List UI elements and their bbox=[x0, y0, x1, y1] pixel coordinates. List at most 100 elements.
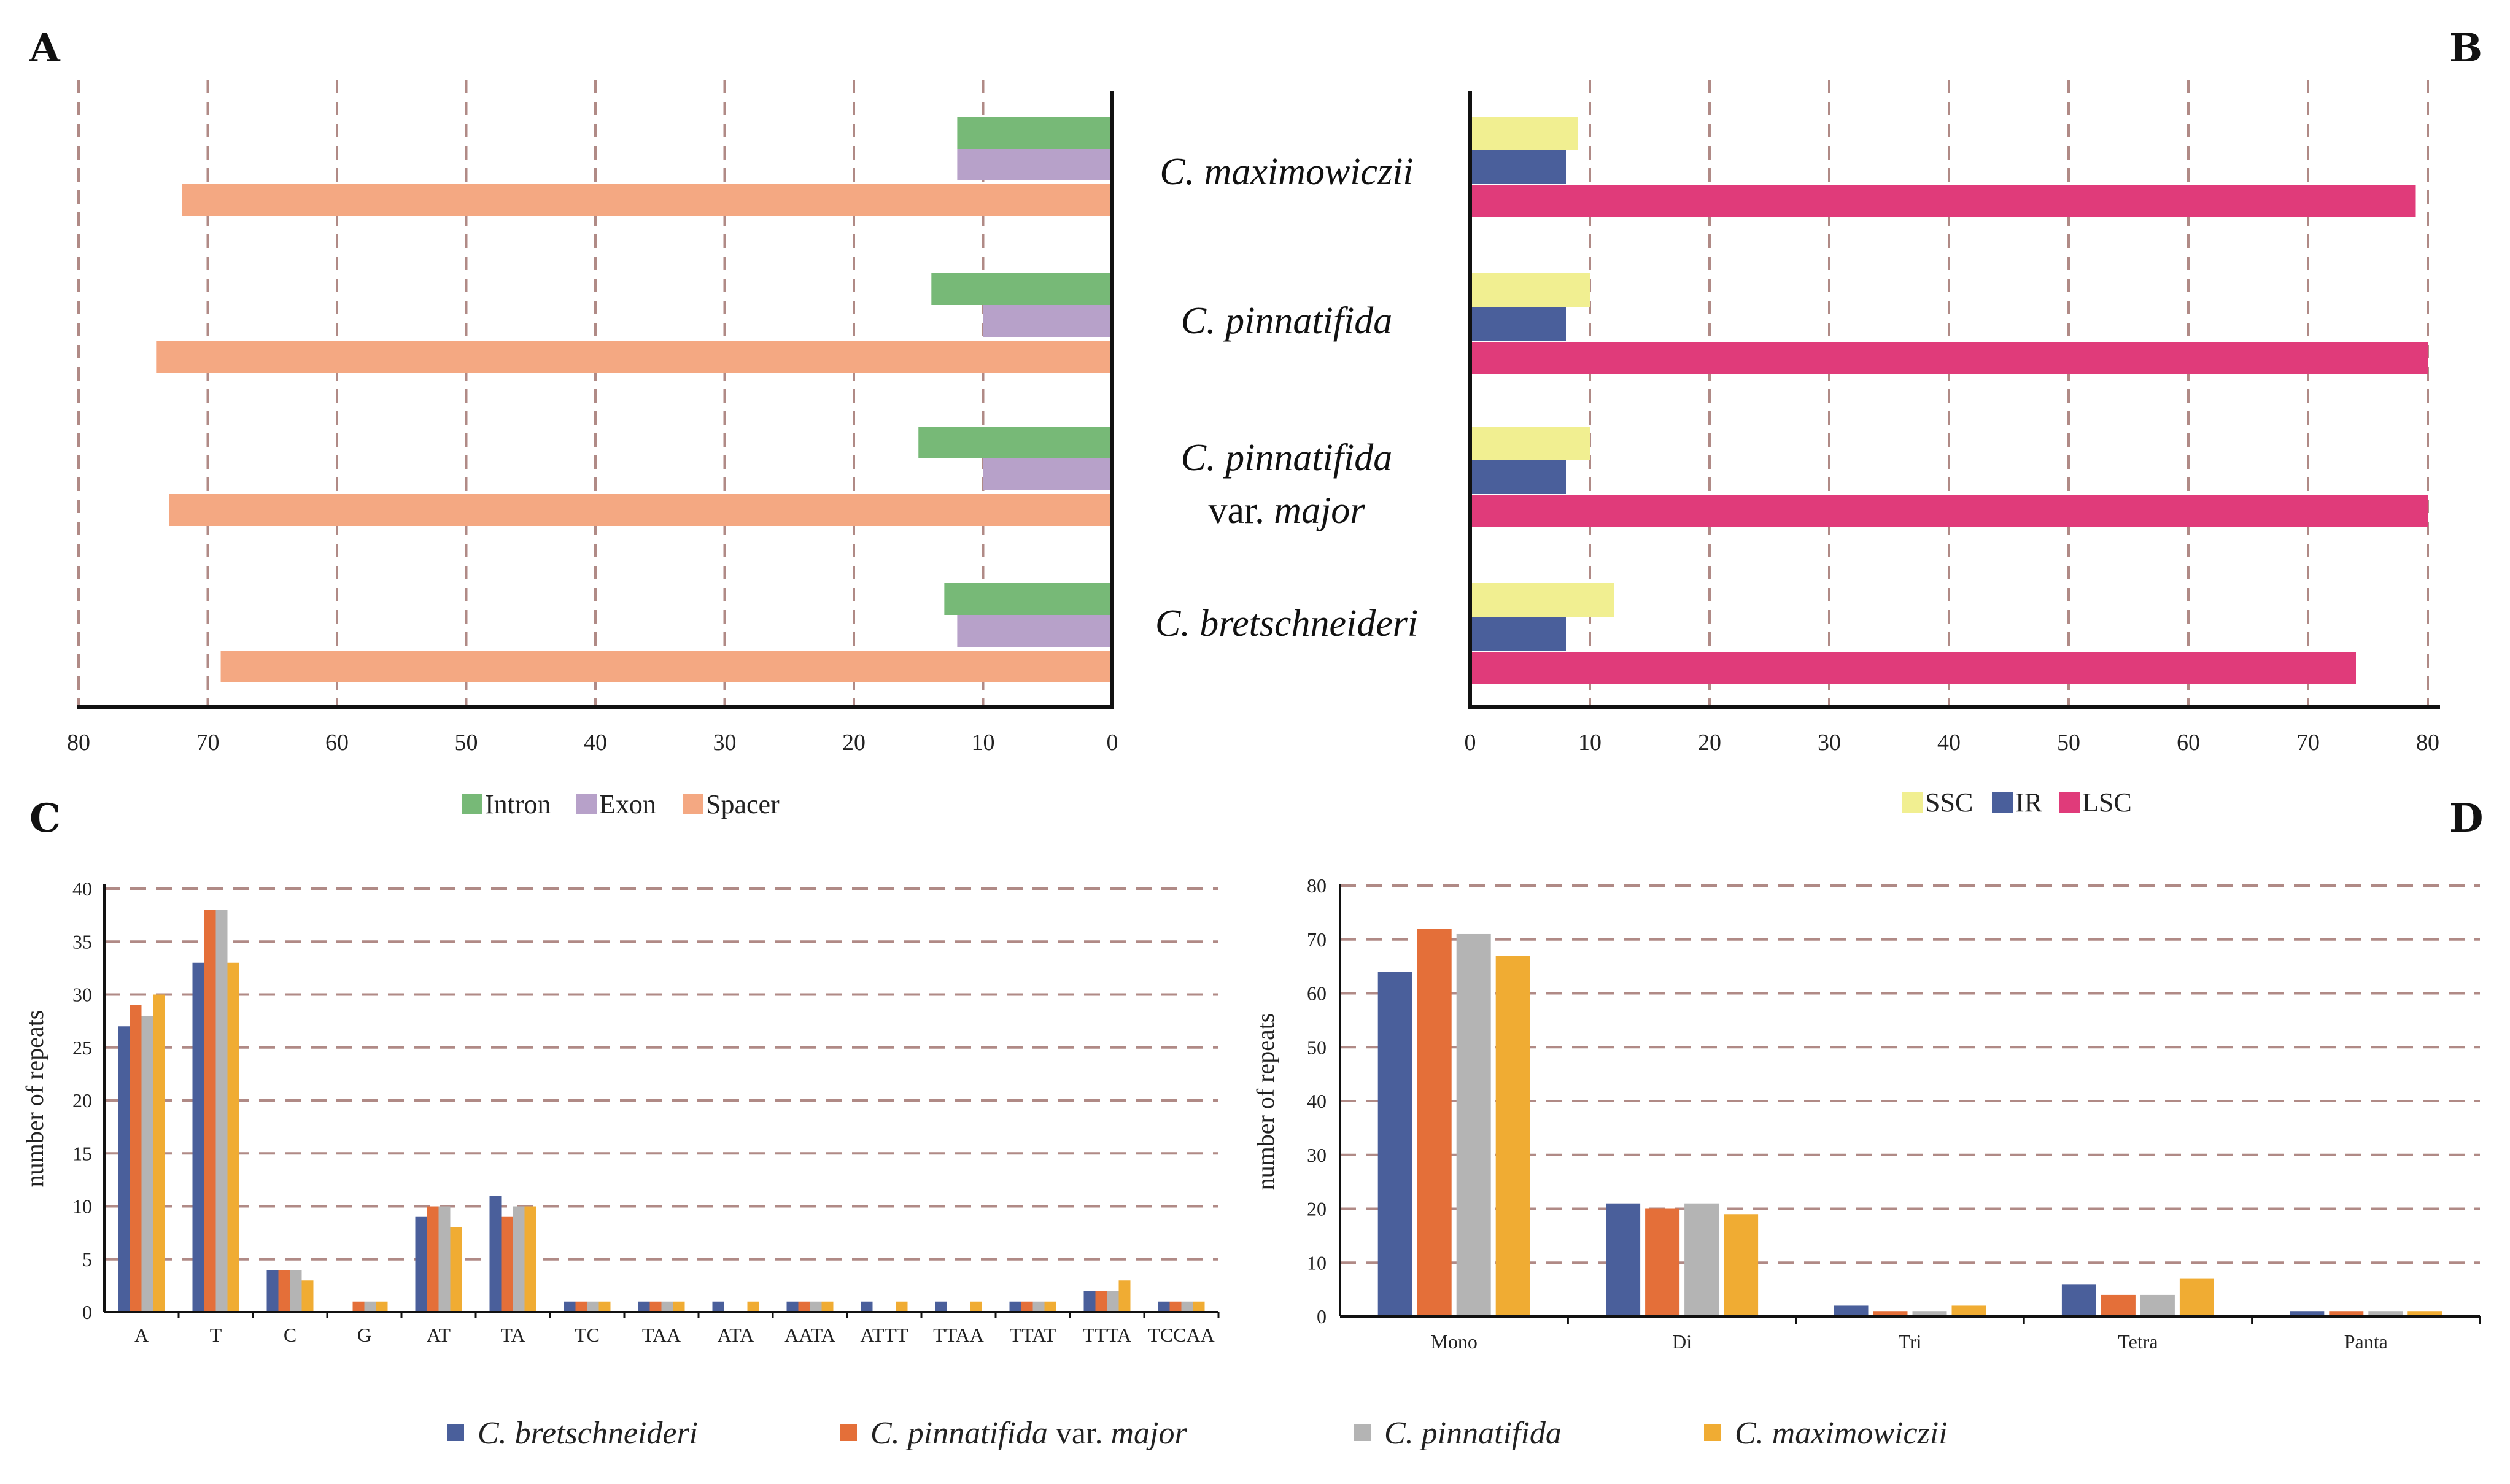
panel-b-tick-0: 0 bbox=[1465, 730, 1476, 756]
panel-d-bar-c-pinnatifida-var-major-mono bbox=[1417, 929, 1452, 1316]
panel-b-bar-lsc-c-maximowiczii bbox=[1470, 185, 2416, 217]
panel-c-bar-c-maximowiczii-t bbox=[227, 962, 239, 1312]
panel-c-bar-c-bretschneideri-ta bbox=[489, 1196, 502, 1312]
panel-b-bar-ssc-c-bretschneideri bbox=[1470, 583, 1614, 617]
species-legend-swatch-1 bbox=[447, 1424, 464, 1441]
panel-b-bar-ir-c-maximowiczii bbox=[1470, 150, 1566, 184]
panel-c-xtick-t: T bbox=[210, 1324, 222, 1346]
panel-b-tick-30: 30 bbox=[1818, 730, 1841, 756]
species-label-pinnatifida: C. pinnatifida bbox=[1181, 300, 1392, 342]
species-legend: C. bretschneideri C. pinnatifida var. maj… bbox=[447, 1416, 1948, 1451]
panel-d-bar-c-maximowiczii-tri bbox=[1951, 1305, 1986, 1316]
panel-c-xtick-g: G bbox=[357, 1324, 371, 1346]
panel-c-bar-c-pinnatifida-a bbox=[141, 1016, 153, 1312]
panel-b-tick-labels: 0 10 20 30 40 50 60 70 80 bbox=[1465, 730, 2440, 756]
panel-c-bar-c-maximowiczii-c bbox=[301, 1280, 314, 1312]
panel-c-bar-c-pinnatifida-var-major-tccaa bbox=[1169, 1301, 1182, 1312]
panel-d-bar-c-pinnatifida-tetra bbox=[2140, 1294, 2175, 1316]
panel-c-bar-c-pinnatifida-aata bbox=[810, 1301, 822, 1312]
panel-b-legend-swatch-ssc bbox=[1902, 792, 1923, 813]
panel-c-bar-c-pinnatifida-var-major-ttat bbox=[1021, 1301, 1033, 1312]
species-label-pinnatifida-major-line1: C. pinnatifida bbox=[1181, 437, 1392, 479]
panel-d-bar-c-bretschneideri-mono bbox=[1377, 972, 1412, 1316]
panel-a-bar-exon-c-pinnatifida-var-major bbox=[983, 458, 1112, 490]
panel-d-bar-c-maximowiczii-tetra bbox=[2179, 1278, 2214, 1316]
species-legend-italic-2: C. pinnatifida bbox=[870, 1416, 1048, 1451]
panel-c-bar-c-pinnatifida-g bbox=[364, 1301, 376, 1312]
panel-c-xtick-ttaa: TTAA bbox=[933, 1324, 984, 1346]
species-legend-italic-4: C. maximowiczii bbox=[1735, 1416, 1948, 1451]
panel-c-bar-c-bretschneideri-ttta bbox=[1083, 1291, 1096, 1312]
panel-d-xtick-panta: Panta bbox=[2344, 1331, 2388, 1353]
panel-d-bar-c-pinnatifida-var-major-tri bbox=[1873, 1311, 1908, 1316]
panel-b-bar-ssc-c-pinnatifida bbox=[1470, 273, 1590, 307]
panel-d-bar-c-pinnatifida-di bbox=[1684, 1203, 1719, 1316]
panel-a-bar-intron-c-pinnatifida bbox=[931, 273, 1112, 305]
panel-c-bar-c-maximowiczii-ttaa bbox=[970, 1301, 982, 1312]
panel-d-bar-c-bretschneideri-tetra bbox=[2061, 1284, 2096, 1316]
panel-c-ylabel: number of repeats bbox=[21, 1010, 48, 1188]
panel-d-ylabel: number of repeats bbox=[1252, 1013, 1279, 1191]
panel-c-bar-c-maximowiczii-ttat bbox=[1044, 1301, 1056, 1312]
panel-a-tick-50: 50 bbox=[455, 730, 478, 756]
panel-d-bar-c-maximowiczii-mono bbox=[1495, 956, 1530, 1316]
panel-a-legend-label-intron: Intron bbox=[485, 789, 551, 819]
panel-c-bar-c-pinnatifida-var-major-a bbox=[130, 1005, 142, 1312]
panel-c-bar-c-maximowiczii-tc bbox=[598, 1301, 611, 1312]
species-legend-label-1: C. bretschneideri bbox=[478, 1416, 698, 1451]
panel-c-ytick-20: 20 bbox=[72, 1089, 92, 1111]
panel-c-xtick-a: A bbox=[134, 1324, 149, 1346]
species-labels: C. maximowiczii C. pinnatifida C. pinnat… bbox=[1155, 151, 1418, 644]
panel-d-ytick-80: 80 bbox=[1307, 875, 1327, 897]
panel-d-ytick-70: 70 bbox=[1307, 929, 1327, 951]
panel-c-xtick-aata: AATA bbox=[784, 1324, 835, 1346]
panel-c-ytick-40: 40 bbox=[72, 878, 92, 900]
panel-d-ytick-40: 40 bbox=[1307, 1090, 1327, 1112]
panel-d-xtick-tetra: Tetra bbox=[2118, 1331, 2158, 1353]
panel-c-bar-c-bretschneideri-taa bbox=[638, 1301, 650, 1312]
panel-c-bar-c-pinnatifida-taa bbox=[661, 1301, 673, 1312]
panel-b-legend-swatch-lsc bbox=[2059, 792, 2080, 813]
panel-c-xtick-tccaa: TCCAA bbox=[1148, 1324, 1214, 1346]
panel-b-tick-80: 80 bbox=[2416, 730, 2439, 756]
species-legend-swatch-3 bbox=[1354, 1424, 1371, 1441]
panel-a-legend-label-exon: Exon bbox=[599, 789, 656, 819]
panel-d-ytick-20: 20 bbox=[1307, 1198, 1327, 1220]
panel-d-bar-c-bretschneideri-tri bbox=[1834, 1305, 1869, 1316]
panel-c-bar-c-bretschneideri-t bbox=[192, 962, 204, 1312]
panel-d-bar-c-maximowiczii-di bbox=[1724, 1214, 1759, 1316]
panel-d-xtick-di: Di bbox=[1672, 1331, 1692, 1353]
panel-letter-c: C bbox=[29, 795, 61, 841]
panel-c-bar-c-maximowiczii-ta bbox=[524, 1206, 536, 1312]
panel-c-bar-c-bretschneideri-aata bbox=[786, 1301, 799, 1312]
panel-a-bar-exon-c-maximowiczii bbox=[957, 149, 1112, 180]
panel-c-xtick-taa: TAA bbox=[642, 1324, 681, 1346]
panel-c-ytick-25: 25 bbox=[72, 1037, 92, 1059]
panel-d-ytick-0: 0 bbox=[1317, 1305, 1327, 1327]
panel-c-gridlines bbox=[104, 887, 1218, 1261]
panel-b-legend: SSC IR LSC bbox=[1902, 787, 2132, 817]
panel-a-bar-spacer-c-pinnatifida-var-major bbox=[169, 494, 1113, 526]
panel-c-bar-c-bretschneideri-ata bbox=[712, 1301, 724, 1312]
panel-a-tick-20: 20 bbox=[842, 730, 866, 756]
panel-d-bar-c-bretschneideri-panta bbox=[2290, 1311, 2325, 1316]
panel-c-bar-c-pinnatifida-tccaa bbox=[1181, 1301, 1193, 1312]
panel-a-bar-exon-c-pinnatifida bbox=[983, 305, 1112, 337]
panel-d-tick-labels: 0 10 20 30 40 50 60 70 80 Mono Di Tri Tetra Panta bbox=[1307, 875, 2481, 1353]
panel-c-xtick-c: C bbox=[284, 1324, 296, 1346]
panel-c-bar-c-bretschneideri-c bbox=[266, 1270, 279, 1312]
panel-c-bar-c-maximowiczii-aata bbox=[821, 1301, 834, 1312]
panel-a-tick-labels: 80 70 60 50 40 30 20 10 0 bbox=[67, 730, 1118, 756]
panel-c-bar-c-bretschneideri-a bbox=[118, 1026, 130, 1312]
panel-b-legend-swatch-ir bbox=[1992, 792, 2013, 813]
panel-c-bar-c-pinnatifida-tc bbox=[587, 1301, 599, 1312]
panel-c-bars bbox=[118, 910, 1205, 1312]
panel-a-bar-intron-c-maximowiczii bbox=[957, 117, 1112, 149]
species-legend-swatch-2 bbox=[840, 1424, 857, 1441]
panel-d-ytick-10: 10 bbox=[1307, 1251, 1327, 1273]
panel-letter-d: D bbox=[2449, 795, 2484, 841]
panel-a-bar-intron-c-pinnatifida-var-major bbox=[918, 427, 1112, 458]
panel-b-bar-ir-c-bretschneideri bbox=[1470, 617, 1566, 651]
panel-a-legend-swatch-spacer bbox=[683, 794, 703, 814]
